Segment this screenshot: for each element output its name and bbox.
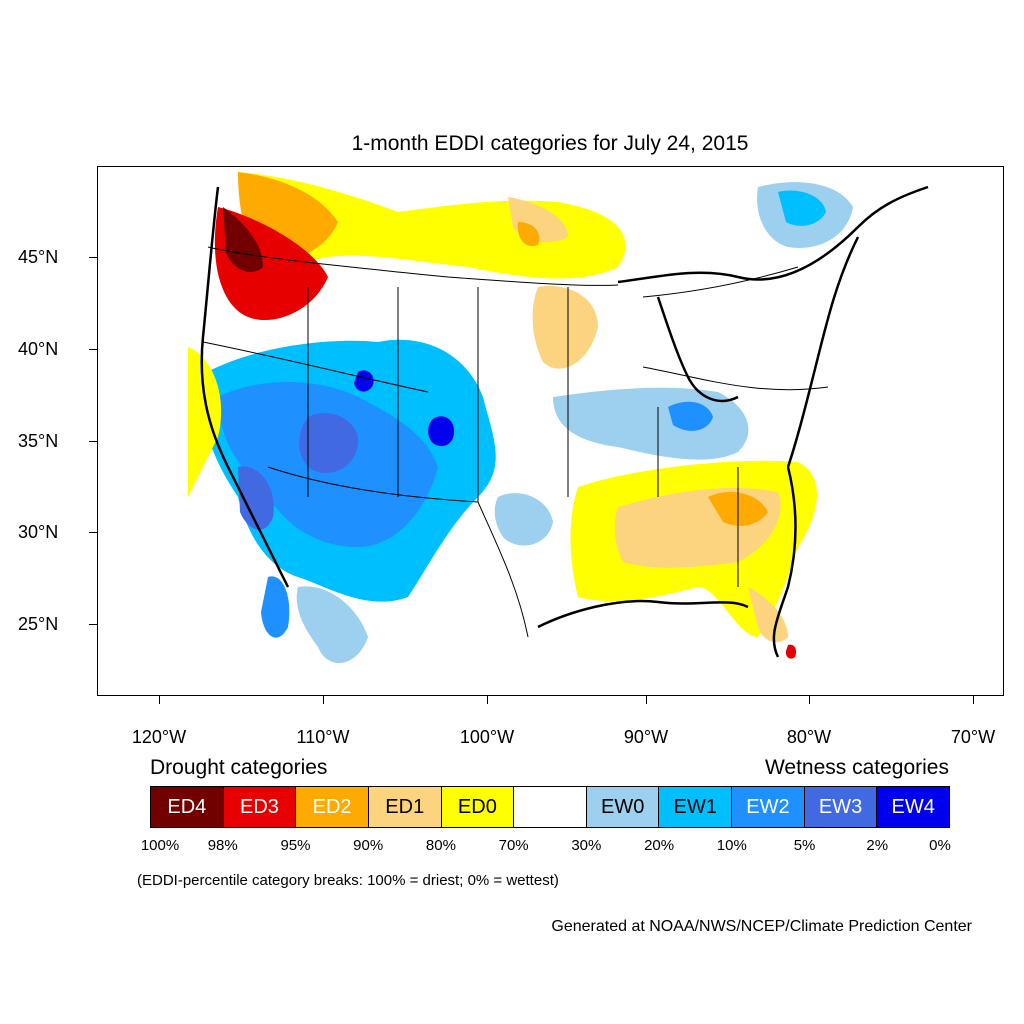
coastlines	[200, 185, 929, 658]
legend-box-ed3: ED3	[223, 787, 297, 827]
lat-tick	[89, 349, 97, 350]
percentile-break: 5%	[793, 837, 816, 854]
lat-label-40: 40°N	[18, 339, 59, 359]
credit-line: Generated at NOAA/NWS/NCEP/Climate Predi…	[551, 918, 972, 935]
lat-label-25: 25°N	[18, 614, 59, 634]
map-canvas	[188, 172, 929, 664]
lon-label-80: 80°W	[786, 727, 832, 747]
percentile-break: 10%	[716, 837, 747, 854]
legend-box-ed0: ED0	[441, 787, 515, 827]
percentile-break: 95%	[280, 837, 311, 854]
lon-label-100: 100°W	[459, 727, 515, 747]
legend-box-ed1: ED1	[368, 787, 442, 827]
legend-box-ew2: EW2	[732, 787, 805, 827]
lat-tick	[89, 257, 97, 258]
percentile-break: 90%	[353, 837, 384, 854]
eddi-map	[97, 166, 1004, 696]
lon-label-110: 110°W	[296, 727, 350, 747]
lon-tick	[159, 696, 160, 704]
lon-label-70: 70°W	[950, 727, 996, 747]
wet-regions	[198, 182, 853, 664]
lon-tick	[323, 696, 324, 704]
percentile-break: 20%	[644, 837, 675, 854]
wetness-heading: Wetness categories	[764, 756, 949, 779]
lat-label-35: 35°N	[18, 431, 59, 451]
legend-box-ew4: EW4	[877, 787, 950, 827]
category-note: (EDDI-percentile category breaks: 100% =…	[137, 872, 559, 889]
legend-box-ed2: ED2	[296, 787, 369, 827]
lon-label-120: 120°W	[131, 727, 187, 747]
percentile-break: 0%	[929, 837, 951, 854]
legend-box-neutral	[514, 787, 587, 827]
drought-heading: Drought categories	[150, 756, 328, 779]
lat-tick	[89, 624, 97, 625]
category-legend: ED4 ED3 ED2 ED1 ED0 EW0 EW1 EW2 EW3 EW4	[150, 786, 950, 828]
lon-tick	[487, 696, 488, 704]
lon-tick	[973, 696, 974, 704]
lon-label-90: 90°W	[623, 727, 669, 747]
lon-tick	[809, 696, 810, 704]
percentile-break: 30%	[571, 837, 602, 854]
legend-box-ew1: EW1	[659, 787, 733, 827]
percentile-break: 100%	[140, 837, 180, 854]
lat-tick	[89, 441, 97, 442]
legend-box-ew0: EW0	[586, 787, 660, 827]
percentile-break: 80%	[425, 837, 456, 854]
legend-box-ew3: EW3	[804, 787, 878, 827]
lat-tick	[89, 532, 97, 533]
lon-tick	[646, 696, 647, 704]
legend-box-ed4: ED4	[151, 787, 224, 827]
lat-label-45: 45°N	[18, 247, 59, 267]
percentile-break: 2%	[866, 837, 889, 854]
boundaries	[202, 246, 829, 638]
percentile-break: 70%	[498, 837, 529, 854]
lat-label-30: 30°N	[18, 522, 59, 542]
dry-regions	[188, 172, 817, 659]
percentile-break: 98%	[207, 837, 238, 854]
map-title: 1-month EDDI categories for July 24, 201…	[351, 132, 749, 155]
